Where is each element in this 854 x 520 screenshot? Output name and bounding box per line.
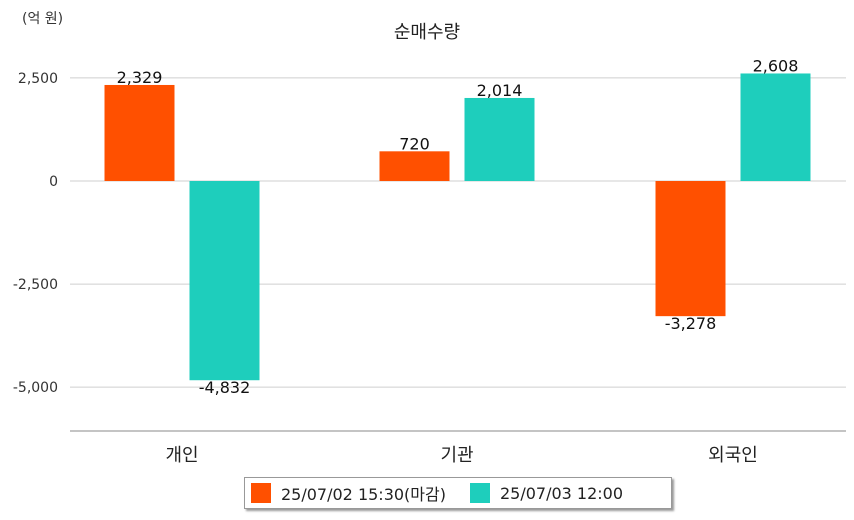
data-label: -3,278: [665, 314, 717, 333]
y-tick-label: -2,500: [13, 277, 58, 293]
data-label: 2,014: [477, 81, 523, 100]
data-label: 2,608: [753, 56, 799, 75]
x-tick-label: 개인: [165, 445, 198, 466]
y-tick-label: 2,500: [18, 71, 58, 87]
legend-swatch-series-1: [251, 483, 271, 503]
legend-item-series-1[interactable]: 25/07/02 15:30(마감): [251, 481, 446, 505]
legend: 25/07/02 15:30(마감) 25/07/03 12:00: [244, 477, 672, 509]
unit-label: (억 원): [22, 11, 64, 27]
x-tick-label: 기관: [440, 445, 473, 466]
bar: [740, 73, 811, 181]
chart-title: 순매수량: [393, 22, 461, 43]
data-label: 720: [399, 134, 430, 153]
y-tick-label: -5,000: [13, 380, 58, 396]
bar: [655, 181, 726, 317]
bar: [104, 84, 175, 181]
bar: [189, 181, 260, 381]
legend-label-series-1: 25/07/02 15:30(마감): [281, 485, 446, 504]
bar: [464, 97, 535, 181]
data-label: 2,329: [117, 68, 163, 87]
bar: [379, 151, 450, 181]
legend-swatch-series-2: [469, 483, 490, 503]
y-tick-label: 0: [49, 174, 58, 190]
data-label: -4,832: [199, 378, 251, 397]
bar-chart: 2,500 0 -2,500 -5,000 개인 2,329 -4,832 기관 720 2,01…: [13, 56, 846, 466]
x-tick-label: 외국인: [708, 445, 758, 466]
legend-label-series-2: 25/07/03 12:00: [499, 483, 624, 503]
legend-item-series-2[interactable]: 25/07/03 12:00: [469, 483, 624, 503]
